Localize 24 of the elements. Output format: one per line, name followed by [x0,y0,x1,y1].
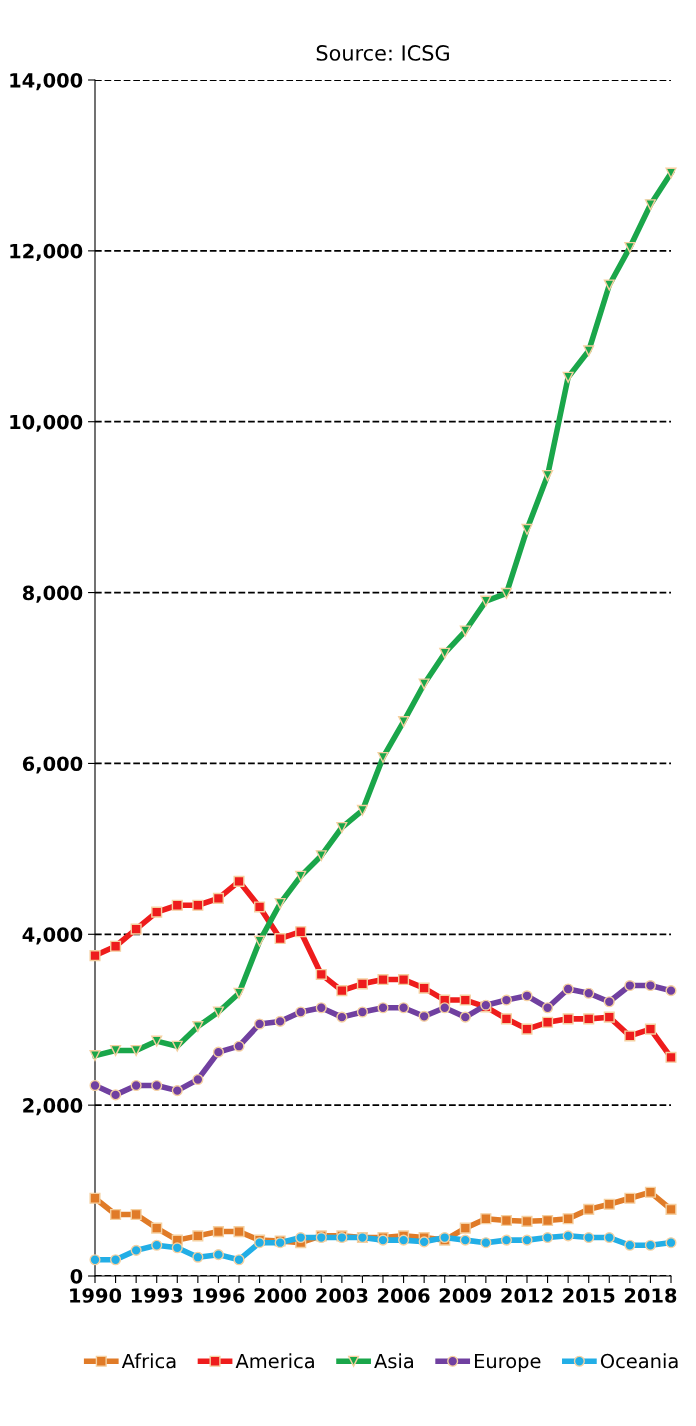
legend-label: Asia [374,1353,413,1369]
x-tick-label: 1993 [131,1288,183,1303]
x-tick-label: 1996 [193,1288,245,1303]
x-tick-label: 1990 [70,1288,122,1303]
y-tick-label: 0 [70,1268,83,1284]
y-tick-label: 6,000 [22,756,83,774]
legend-label: Oceania [600,1353,678,1369]
x-tick-label: 2003 [316,1288,368,1303]
legend-label: America [235,1353,314,1369]
x-tick-label: 2000 [254,1288,307,1303]
x-tick-label: 2006 [378,1288,430,1303]
legend-label: Africa [121,1353,176,1369]
y-tick-label: 4,000 [22,927,83,945]
chart-title: Source: ICSG [316,45,449,61]
y-tick-label: 2,000 [23,1098,83,1116]
y-tick-label: 8,000 [22,585,83,603]
y-tick-label: 12,000 [10,243,83,262]
y-tick-label: 10,000 [10,414,83,432]
x-tick-label: 2012 [501,1288,553,1303]
y-tick-label: 14,000 [10,72,83,91]
x-tick-label: 2018 [624,1288,677,1303]
legend-label: Europe [475,1353,541,1373]
x-tick-label: 2009 [439,1288,492,1303]
x-tick-label: 2015 [563,1288,615,1303]
